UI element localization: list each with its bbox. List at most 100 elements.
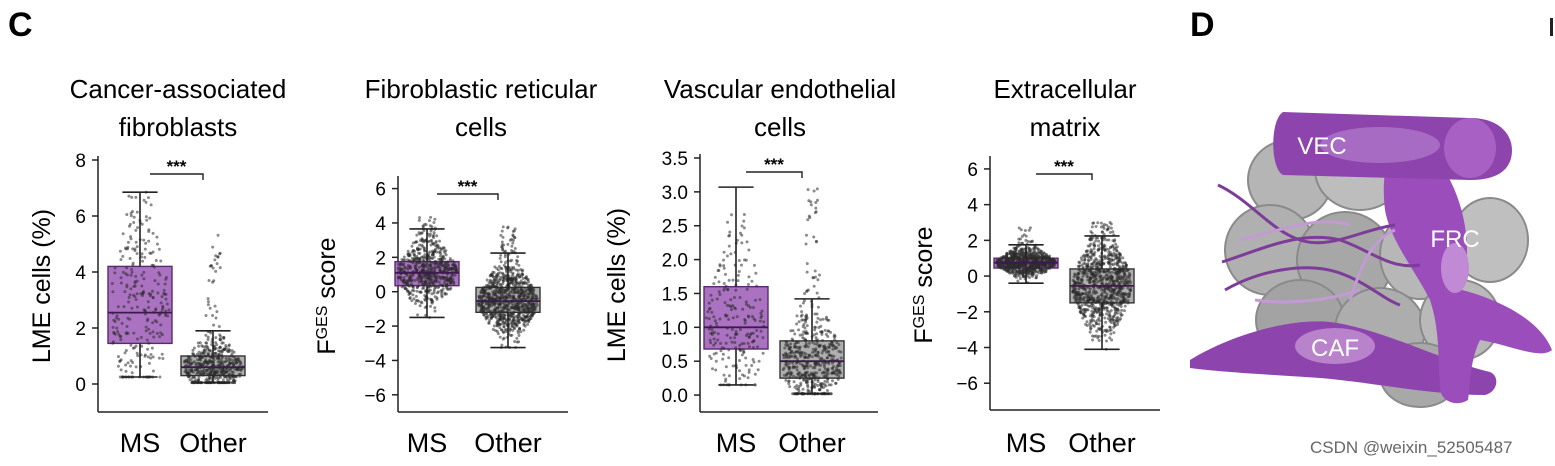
- data-point: [1019, 228, 1023, 232]
- data-point: [790, 349, 794, 353]
- data-point: [413, 301, 417, 305]
- data-point: [826, 335, 830, 339]
- data-point: [204, 354, 208, 358]
- data-point: [142, 270, 146, 274]
- data-point: [124, 363, 128, 367]
- data-point: [504, 291, 508, 295]
- category-label-other: Other: [1068, 428, 1136, 458]
- data-point: [1109, 274, 1113, 278]
- data-point: [196, 358, 200, 362]
- data-point: [432, 221, 436, 225]
- data-point: [802, 330, 806, 334]
- data-point: [491, 270, 495, 274]
- data-point: [1102, 294, 1106, 298]
- data-point: [734, 346, 738, 350]
- data-point: [150, 346, 154, 350]
- data-point: [147, 327, 151, 331]
- data-point: [134, 365, 138, 369]
- data-point: [499, 315, 503, 319]
- y-tick-label: 1.0: [662, 318, 688, 339]
- data-point: [744, 363, 748, 367]
- data-point: [422, 256, 426, 260]
- data-point: [1016, 279, 1020, 283]
- data-point: [501, 280, 505, 284]
- data-point: [161, 304, 165, 308]
- y-axis-label: FGES score: [313, 237, 341, 354]
- data-point: [827, 383, 831, 387]
- data-point: [420, 231, 424, 235]
- data-point: [440, 289, 444, 293]
- data-point: [527, 286, 531, 290]
- data-point: [1097, 322, 1101, 326]
- significance-stars: ***: [167, 157, 187, 176]
- data-point: [229, 367, 233, 371]
- data-point: [737, 269, 741, 273]
- data-point: [451, 259, 455, 263]
- data-point: [518, 285, 522, 289]
- data-point: [526, 308, 530, 312]
- data-point: [1108, 230, 1112, 234]
- data-point: [136, 337, 140, 341]
- data-point: [201, 345, 205, 349]
- data-point: [154, 308, 158, 312]
- data-point: [508, 293, 512, 297]
- data-point: [204, 350, 208, 354]
- chart-2: Fibroblastic reticularcells−6−4−20246FGE…: [313, 74, 598, 458]
- data-point: [1089, 242, 1093, 246]
- data-point: [1088, 237, 1092, 241]
- data-point: [752, 263, 756, 267]
- data-point: [500, 328, 504, 332]
- data-point: [508, 327, 512, 331]
- data-point: [737, 259, 741, 263]
- data-point: [819, 384, 823, 388]
- data-point: [1018, 256, 1022, 260]
- data-point: [429, 281, 433, 285]
- data-point: [718, 317, 722, 321]
- data-point: [1077, 287, 1081, 291]
- data-point: [1100, 230, 1104, 234]
- data-point: [709, 341, 713, 345]
- data-point: [486, 295, 490, 299]
- data-point: [481, 287, 485, 291]
- data-point: [206, 360, 210, 364]
- data-point: [1073, 282, 1077, 286]
- data-point: [713, 275, 717, 279]
- data-point: [722, 264, 726, 268]
- data-point: [443, 279, 447, 283]
- data-point: [432, 233, 436, 237]
- data-point: [1102, 226, 1106, 230]
- data-point: [1015, 245, 1019, 249]
- data-point: [499, 312, 503, 316]
- data-point: [124, 369, 128, 373]
- data-point: [415, 268, 419, 272]
- data-point: [523, 297, 527, 301]
- data-point: [208, 370, 212, 374]
- data-point: [222, 336, 226, 340]
- data-point: [803, 344, 807, 348]
- data-points: [183, 233, 245, 385]
- data-point: [721, 357, 725, 361]
- data-point: [156, 291, 160, 295]
- data-point: [722, 250, 726, 254]
- data-point: [490, 273, 494, 277]
- data-point: [135, 351, 139, 355]
- data-point: [535, 303, 539, 307]
- data-point: [156, 282, 160, 286]
- data-point: [1087, 291, 1091, 295]
- data-point: [221, 378, 225, 382]
- data-point: [516, 290, 520, 294]
- data-point: [228, 362, 232, 366]
- data-point: [418, 256, 422, 260]
- data-point: [1118, 317, 1122, 321]
- data-point: [434, 260, 438, 264]
- data-point: [827, 353, 831, 357]
- data-point: [1090, 225, 1094, 229]
- data-point: [211, 360, 215, 364]
- data-point: [440, 263, 444, 267]
- data-point: [788, 385, 792, 389]
- data-point: [139, 335, 143, 339]
- data-point: [738, 377, 742, 381]
- data-point: [151, 355, 155, 359]
- data-point: [1084, 288, 1088, 292]
- data-point: [1108, 336, 1112, 340]
